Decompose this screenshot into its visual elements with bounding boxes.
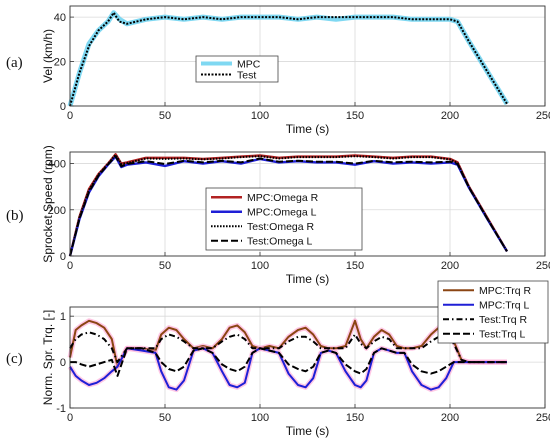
x-tick-label: 150 [346, 412, 364, 424]
x-tick-label: 150 [346, 110, 364, 122]
series-line-mpc-trq-l [69, 347, 507, 391]
x-tick-label: 200 [441, 110, 459, 122]
plot-area [70, 6, 545, 106]
y-tick-label: 40 [54, 12, 66, 24]
legend: MPC:Trq R MPC:Trq L Test:Trq R Test:Trq L [437, 280, 549, 344]
panel-label: (a) [6, 55, 23, 71]
legend-box [195, 55, 279, 83]
y-tick-label: 1 [60, 311, 66, 323]
x-tick-label: 0 [67, 412, 73, 424]
chart-panel-1: 0 50 100 150 200 250 0 20 40 Time (s) Vel (km/h) (a… [6, 5, 550, 136]
legend-label: Test:Trq R [479, 314, 527, 326]
legend-label: MPC:Omega L [247, 207, 317, 219]
x-tick-label: 250 [536, 110, 550, 122]
x-tick-label: 250 [536, 412, 550, 424]
x-tick-label: 0 [67, 110, 73, 122]
x-tick-label: 100 [251, 110, 269, 122]
plot-frame [69, 5, 546, 107]
legend-label: MPC:Trq L [479, 300, 530, 312]
x-tick-label: 50 [159, 110, 171, 122]
series-line-test-omega-l [69, 155, 508, 257]
x-tick-label: 200 [441, 412, 459, 424]
series-line-test [69, 11, 508, 107]
legend-label: Test:Omega L [247, 236, 313, 248]
plot-frame [69, 151, 546, 257]
legend-box [437, 280, 549, 344]
y-tick-label: 400 [48, 159, 66, 171]
y-axis-label: Sprocket Speed (rpm) [41, 145, 55, 262]
x-tick-label: 100 [251, 260, 269, 272]
x-tick-label: 150 [346, 260, 364, 272]
legend-label: Test [237, 69, 256, 81]
y-tick-label: 0 [60, 357, 66, 369]
x-tick-label: 250 [536, 260, 550, 272]
panel-label: (b) [6, 208, 24, 224]
x-tick-label: 50 [159, 260, 171, 272]
x-tick-label: 0 [67, 260, 73, 272]
x-axis-label: Time (s) [286, 424, 330, 438]
x-tick-label: 100 [251, 412, 269, 424]
y-axis-label: Vel (km/h) [41, 29, 55, 83]
x-axis-label: Time (s) [286, 122, 330, 136]
x-tick-label: 200 [441, 260, 459, 272]
y-tick-label: 200 [48, 205, 66, 217]
legend-label: MPC:Trq R [479, 285, 532, 297]
y-axis-label: Norm. Spr. Trq. [-] [41, 310, 55, 405]
y-tick-label: 0 [60, 101, 66, 113]
x-tick-label: 50 [159, 412, 171, 424]
x-axis-label: Time (s) [286, 272, 330, 286]
y-tick-label: -1 [56, 403, 66, 415]
chart-panel-2: 0 50 100 150 200 250 0 200 400 Time (s) Sprocket S… [6, 145, 550, 286]
series-line-test-omega-r [69, 153, 508, 257]
y-tick-label: 20 [54, 57, 66, 69]
legend: MPC:Omega R MPC:Omega L Test:Omega R Test:O… [205, 187, 363, 251]
legend-label: MPC [237, 58, 261, 70]
panel-label: (c) [6, 351, 23, 367]
plot-frame [69, 306, 546, 409]
legend-label: Test:Trq L [479, 329, 525, 341]
series-line-test-trq-l [70, 347, 507, 377]
legend-label: MPC:Omega R [247, 192, 319, 204]
y-tick-label: 0 [60, 251, 66, 263]
legend-label: Test:Omega R [247, 221, 315, 233]
